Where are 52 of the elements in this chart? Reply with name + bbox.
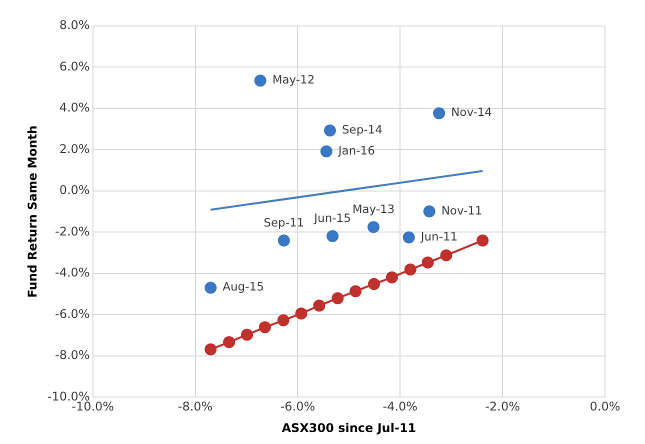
data-label: Nov-11 [441,203,482,218]
y-tick-label: -4.0% [55,266,90,280]
x-tick-label: -2.0% [485,400,520,414]
y-tick-label: 2.0% [59,142,90,156]
data-label: Sep-11 [264,215,304,230]
point [277,314,290,326]
point [204,343,217,356]
data-label: Jan-16 [337,143,375,158]
data-label: Jun-15 [313,211,351,226]
y-tick-label: 6.0% [59,59,90,74]
data-label: May-12 [272,72,315,87]
point [254,74,266,87]
y-tick-label: -2.0% [55,224,90,238]
data-label: Aug-15 [222,280,264,294]
point [368,221,380,234]
y-tick-label: -8.0% [55,348,90,362]
point [404,264,416,276]
data-label: Sep-14 [342,122,382,137]
y-tick-label: -6.0% [55,306,90,321]
data-label: Nov-14 [451,105,492,120]
point [313,300,326,312]
point [368,278,380,290]
point [402,231,415,244]
point [433,107,446,120]
point [320,145,332,158]
point [423,205,436,218]
point [350,285,362,298]
point [440,249,452,262]
point [223,336,236,348]
y-tick-label: 0.0% [59,183,90,198]
point [324,124,336,137]
x-tick-label: 0.0% [590,400,620,414]
x-tick-label: -8.0% [178,400,213,414]
point [386,271,398,284]
point [295,307,308,320]
point [476,234,489,246]
point [258,321,271,334]
data-label: May-13 [352,202,395,216]
point [422,256,434,269]
point [204,282,217,294]
point [326,230,339,242]
data-label: Jun-11 [420,229,458,244]
x-tick-label: -6.0% [280,400,316,414]
y-axis-title: Fund Return Same Month [25,125,40,298]
y-tick-label: 8.0% [59,18,90,32]
point [278,234,290,246]
x-axis-title: ASX300 since Jul-11 [282,420,416,435]
x-tick-label: -10.0% [72,400,114,414]
x-tick-label: -4.0% [382,400,418,414]
y-tick-label: 4.0% [59,100,90,115]
point [332,292,344,304]
point [241,328,254,341]
